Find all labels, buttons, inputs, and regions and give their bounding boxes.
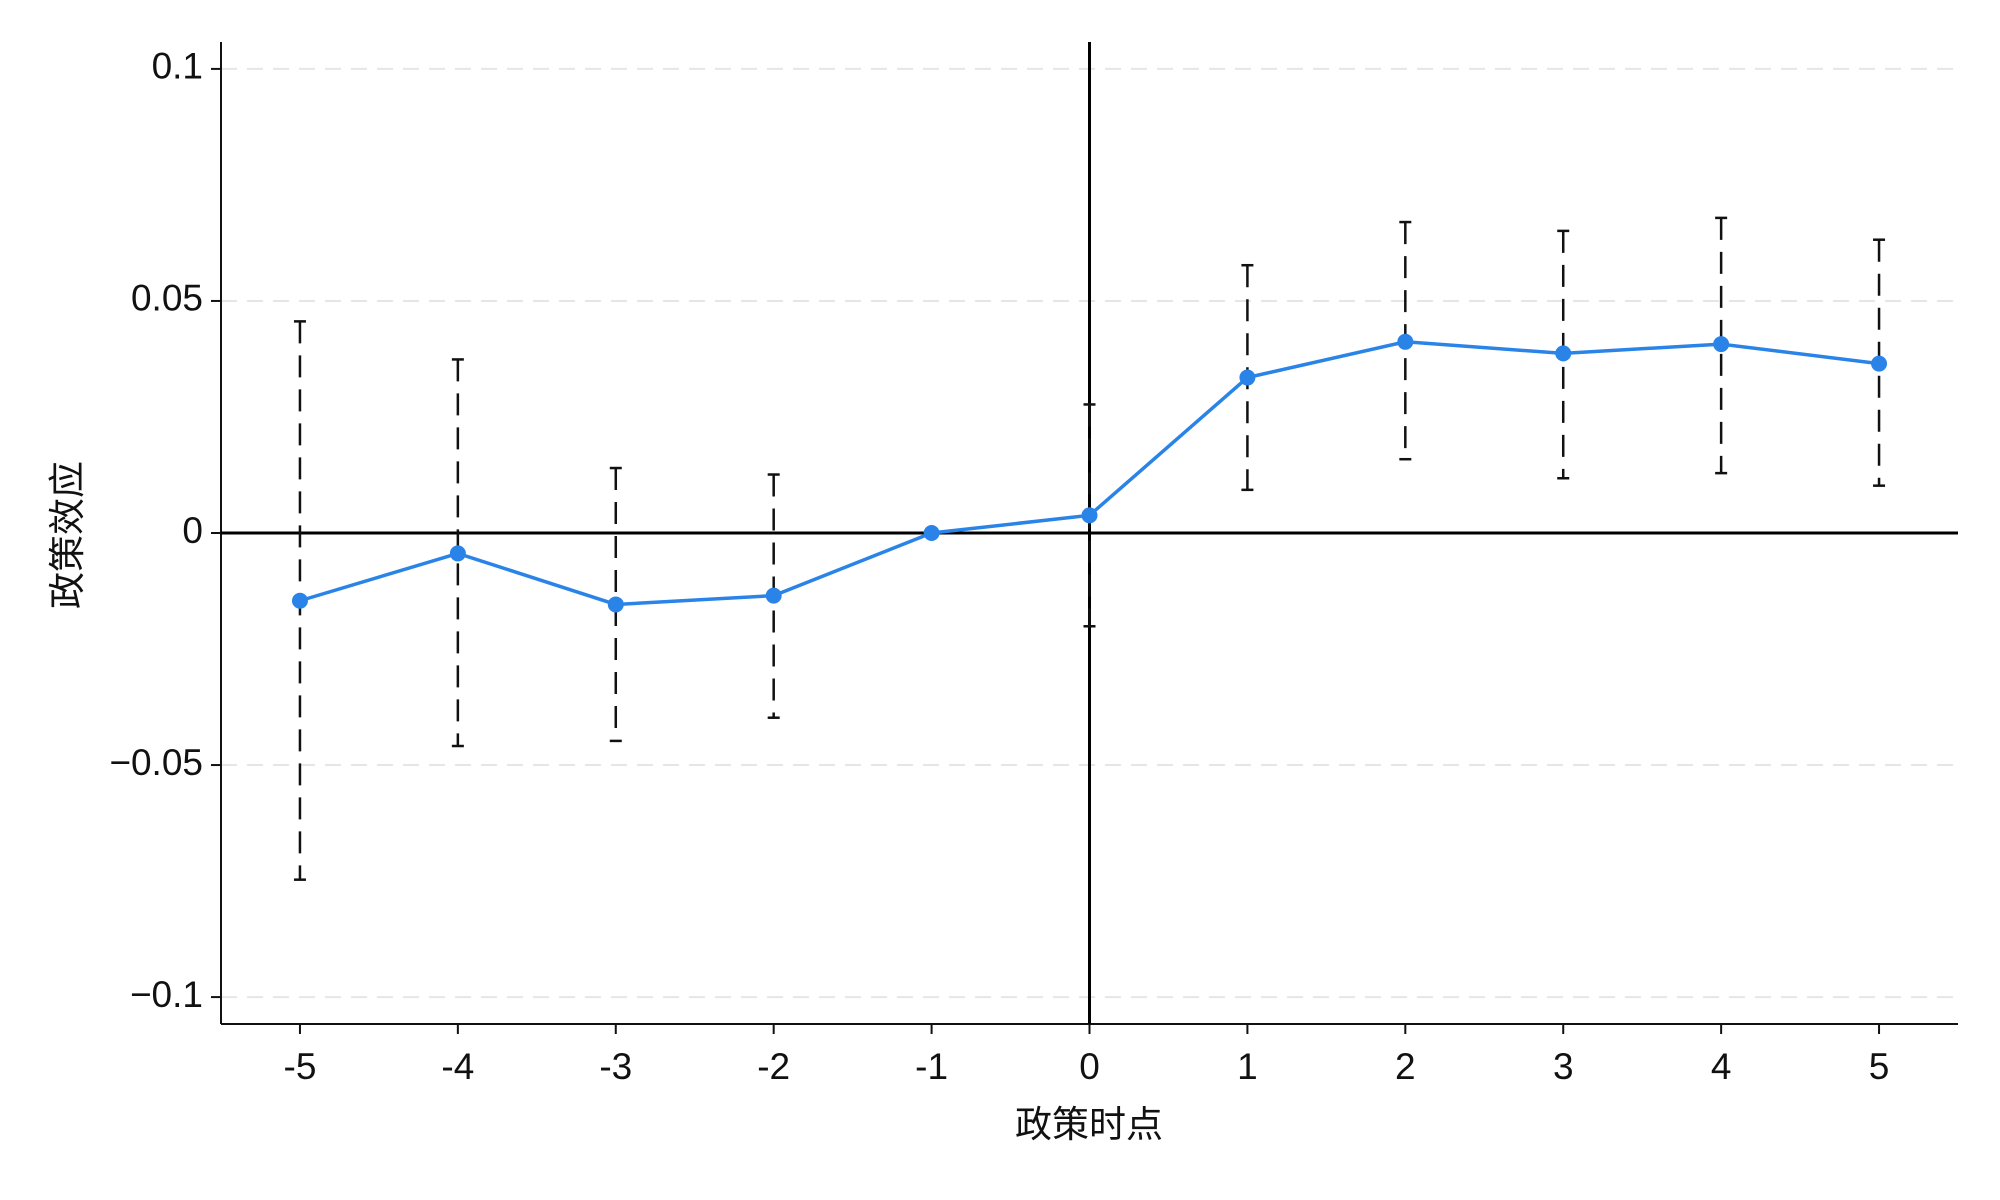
data-point [449,545,466,562]
x-axis-label: 政策时点 [1015,1104,1163,1145]
data-point [1555,345,1572,362]
x-tick-label: 4 [1711,1046,1732,1087]
y-axis-label: 政策效应 [47,461,88,609]
data-point [607,596,624,613]
y-tick-label: 0.05 [131,278,203,319]
data-point [923,525,940,541]
x-tick-label: 0 [1079,1046,1100,1087]
x-tick-label: -4 [441,1046,474,1087]
error-bar [451,358,464,748]
x-tick-label: -5 [284,1046,317,1087]
data-point [1081,507,1098,524]
data-point [291,592,308,609]
data-point [1713,336,1730,353]
y-tick-label: 0 [182,510,203,551]
data-point [1397,333,1414,350]
x-tick-label: -1 [915,1046,948,1087]
x-tick-label: 2 [1395,1046,1416,1087]
y-tick-label: −0.05 [109,742,203,783]
x-tick-label: 3 [1553,1046,1574,1087]
x-tick-label: -3 [599,1046,632,1087]
x-tick-label: 1 [1237,1046,1258,1087]
error-bar [1715,216,1728,475]
y-tick-label: 0.1 [152,46,203,87]
y-tick-label: −0.1 [130,974,203,1015]
data-point [1239,369,1256,386]
x-tick-label: 5 [1869,1046,1890,1087]
x-tick-label: -2 [757,1046,790,1087]
data-point [765,587,782,604]
data-point [1871,355,1888,372]
